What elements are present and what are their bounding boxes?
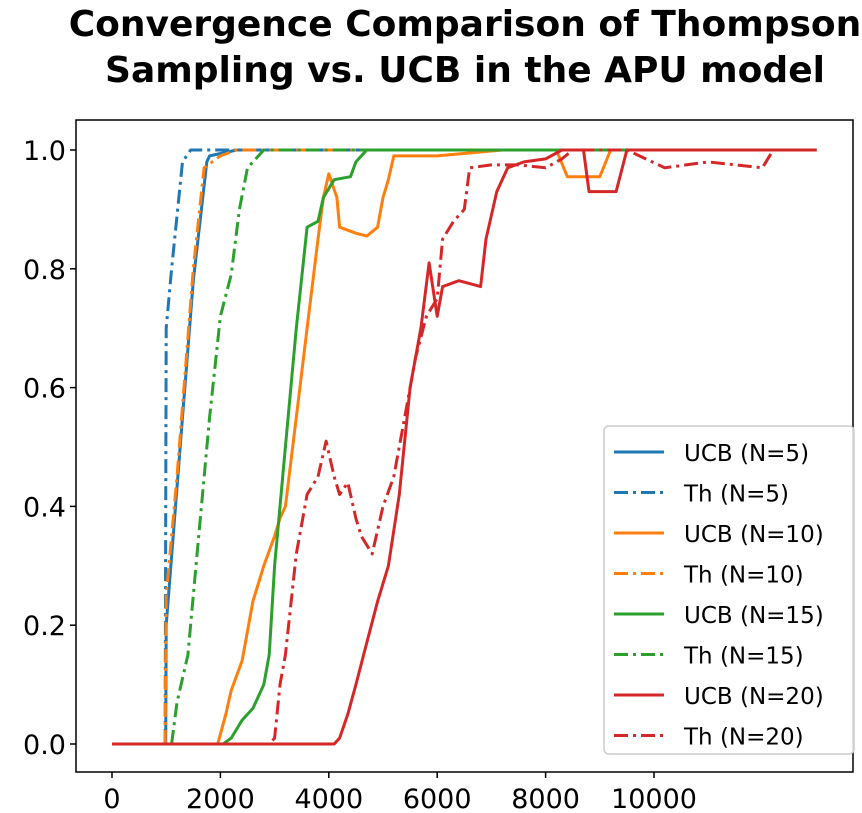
legend-label: Th (N=5) [683,482,789,508]
series-line-ucb-n-15 [222,148,817,746]
series-line-th-n-20 [112,148,817,746]
series-line-th-n-10 [163,148,356,745]
legend-label: Th (N=15) [683,644,804,670]
x-tick-label: 2000 [186,784,255,813]
y-tick-label: 0.0 [23,730,66,761]
y-tick-label: 0.4 [23,492,66,523]
legend-label: UCB (N=10) [684,522,824,548]
y-tick-label: 0.6 [23,374,66,405]
legend: UCB (N=5) Th (N=5) UCB (N=10) Th (N=10) UCB … [603,425,855,755]
title-line-2: Sampling vs. UCB in the APU model [105,50,825,91]
x-tick-label: 4000 [294,784,363,813]
x-tick-label: 8000 [511,784,580,813]
y-tick-label: 0.8 [23,255,66,286]
x-tick-label: 0 [103,784,120,813]
series-line-ucb-n-20 [112,148,817,746]
x-tick-label: 10000 [611,784,697,813]
legend-label: UCB (N=15) [684,603,824,629]
series-line-th-n-5 [112,148,237,746]
chart-title: Convergence Comparison of Thompson Sampl… [0,2,862,94]
legend-label: UCB (N=5) [684,441,809,467]
legend-label: UCB (N=20) [684,684,824,710]
x-tick-label: 6000 [403,784,472,813]
legend-label: Th (N=10) [683,563,804,589]
legend-label: Th (N=20) [683,725,804,751]
y-tick-label: 0.2 [23,611,66,642]
y-tick-label: 1.0 [23,136,66,167]
title-line-1: Convergence Comparison of Thompson [68,4,862,45]
series-line-th-n-15 [170,148,519,745]
legend-box [603,425,855,755]
series-group [112,148,817,746]
